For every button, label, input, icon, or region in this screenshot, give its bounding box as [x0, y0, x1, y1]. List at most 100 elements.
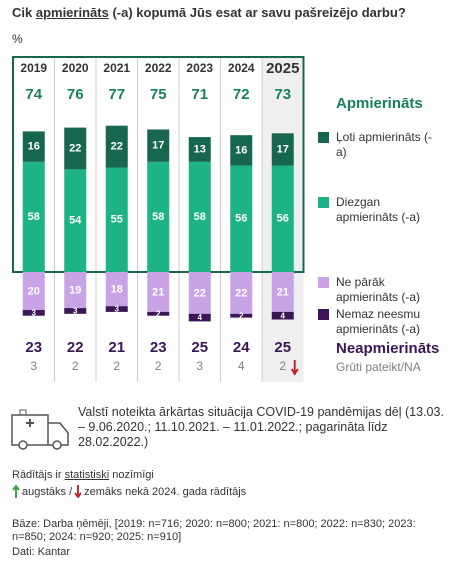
dissatisfied-total: 24	[233, 339, 250, 356]
legend-swatch	[318, 277, 329, 288]
higher-text: augstāks /	[22, 485, 73, 498]
bar-segment	[147, 272, 170, 312]
value-label: 3	[73, 307, 78, 316]
value-label: 54	[69, 215, 82, 227]
dissatisfied-total: 25	[274, 339, 291, 356]
value-label: 58	[194, 211, 206, 223]
bar-segment	[22, 310, 45, 316]
year-label: 2024	[228, 61, 255, 75]
satisfied-legend: Apmierināts	[336, 95, 423, 112]
sig-part: Rādītājs ir	[12, 469, 65, 481]
bar-segment	[105, 272, 128, 307]
value-label: 3	[32, 308, 37, 317]
no-answer: 2	[113, 359, 120, 373]
bar-segment	[271, 311, 294, 320]
value-label: 2	[156, 309, 161, 318]
title-part: (-a) kopumā Jūs esat ar savu pašreizējo …	[108, 5, 406, 20]
bar-segment	[271, 133, 294, 166]
no-answer: 2	[155, 359, 162, 373]
bar-segment	[64, 308, 87, 314]
value-label: 21	[152, 286, 164, 298]
ambulance-icon	[11, 409, 69, 450]
bar-segment	[105, 167, 128, 272]
lower-text: zemāks nekā 2024. gada rādītājs	[84, 485, 247, 498]
bar-segment	[105, 125, 128, 168]
bar-segment	[147, 161, 170, 272]
bar-segment	[105, 306, 128, 312]
legend-swatch	[318, 309, 329, 320]
title-part: Cik	[12, 5, 36, 20]
year-label: 2023	[186, 61, 213, 75]
value-label: 58	[152, 211, 164, 223]
value-label: 13	[194, 143, 206, 155]
up-arrow	[12, 485, 20, 498]
down-arrow	[74, 485, 82, 498]
dissatisfied-legend: Neapmierināts	[336, 340, 440, 357]
dissatisfied-total: 22	[67, 339, 84, 356]
title: Cik apmierināts (-a) kopumā Jūs esat ar …	[12, 5, 406, 20]
value-label: 20	[28, 285, 40, 297]
source: Dati: Kantar	[12, 546, 71, 558]
bar-segment	[188, 137, 211, 162]
no-answer: 2	[279, 359, 286, 373]
bar-segment	[22, 161, 45, 272]
year-label: 2021	[103, 61, 130, 75]
value-label: 2	[239, 311, 244, 320]
no-answer: 2	[72, 359, 79, 373]
bar-segment	[230, 272, 253, 314]
sig-part: nozīmīgi	[109, 469, 154, 481]
satisfied-total: 76	[67, 86, 84, 103]
bar-segment	[64, 272, 87, 309]
significance-legend: augstāks / zemāks nekā 2024. gada rādītā…	[12, 485, 246, 498]
value-label: 22	[235, 287, 247, 299]
dissatisfied-total: 23	[150, 339, 167, 356]
satisfied-total: 72	[233, 86, 250, 103]
dissatisfied-total: 23	[25, 339, 42, 356]
value-label: 17	[152, 140, 164, 152]
value-label: 56	[235, 213, 247, 225]
unit: %	[12, 32, 23, 46]
bar-segment	[188, 272, 211, 314]
bar-segment	[230, 313, 253, 318]
bar-segment	[147, 311, 170, 316]
year-label: 2025	[266, 60, 299, 77]
bar-segment	[271, 272, 294, 312]
value-label: 4	[198, 313, 203, 322]
value-label: 22	[69, 142, 81, 154]
value-label: 56	[277, 213, 289, 225]
no-answer: 4	[238, 359, 245, 373]
legend-label: Diezgan apmierināts (-a)	[336, 195, 421, 224]
emergency-note: Valstī noteikta ārkārtas situācija COVID…	[78, 405, 444, 449]
bar-segment	[22, 131, 45, 162]
value-label: 4	[281, 311, 286, 320]
value-label: 21	[277, 286, 289, 298]
bar-segment	[147, 129, 170, 162]
bar-segment	[188, 161, 211, 272]
legend-label: Ļoti apmierināts (-a)	[336, 130, 433, 159]
no-answer: 3	[30, 359, 37, 373]
significance-title: Rādītājs ir statistiski nozīmīgi	[12, 469, 154, 481]
value-label: 16	[28, 141, 40, 153]
satisfied-total: 75	[150, 86, 167, 103]
bar-segment	[188, 313, 211, 322]
value-label: 22	[194, 287, 206, 299]
satisfied-total: 71	[191, 86, 208, 103]
value-label: 16	[235, 144, 247, 156]
value-label: 58	[28, 211, 40, 223]
satisfied-total: 73	[274, 86, 291, 103]
significance-arrow	[290, 360, 299, 376]
value-label: 22	[111, 141, 123, 153]
year-label: 2020	[62, 61, 89, 75]
value-label: 18	[111, 284, 123, 296]
bar-segment	[271, 165, 294, 272]
legend-label: Ne pārāk apmierināts (-a)	[336, 275, 421, 304]
satisfied-total: 74	[25, 86, 42, 103]
value-label: 17	[277, 143, 289, 155]
bar-segment	[22, 272, 45, 310]
dissatisfied-total: 21	[108, 339, 125, 356]
value-label: 3	[115, 305, 120, 314]
bar-segment	[230, 135, 253, 166]
legend-swatch	[318, 197, 329, 208]
title-part: apmierināts	[35, 5, 109, 20]
